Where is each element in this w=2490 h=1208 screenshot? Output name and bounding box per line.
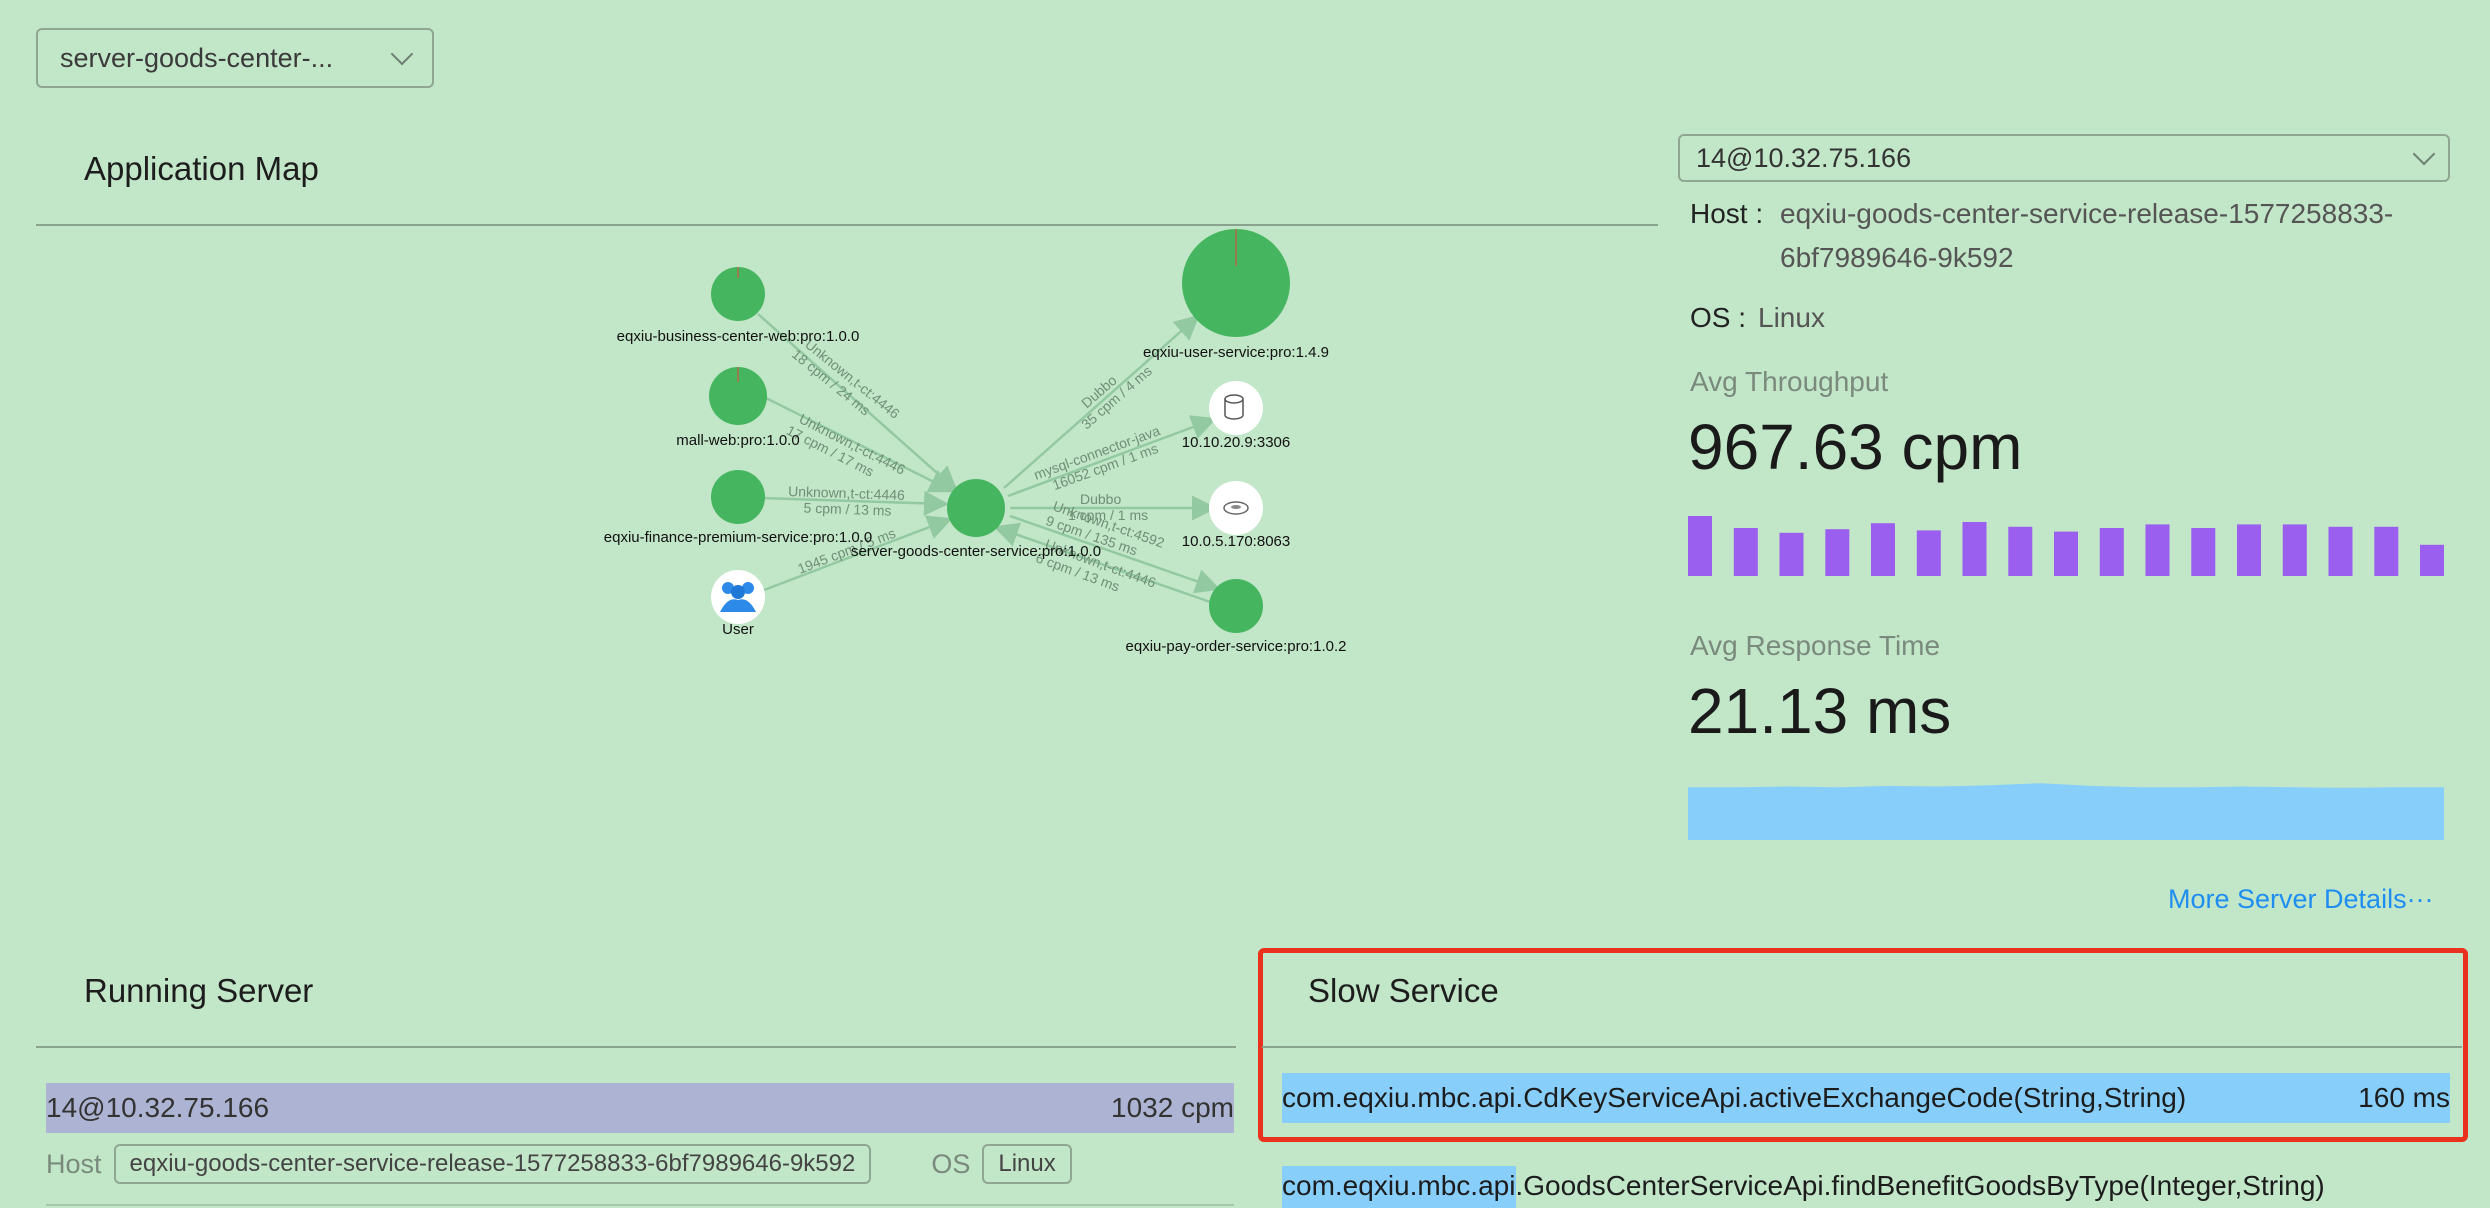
slow-service-highlight <box>1258 948 2468 1142</box>
instance-select[interactable]: 14@10.32.75.166 <box>1678 134 2450 182</box>
node-label: server-goods-center-service:pro:1.0.0 <box>851 543 1101 560</box>
slow-service-name: com.eqxiu.mbc.api.CdKeyServiceApi.active… <box>1282 1082 2187 1113</box>
slow-service-name: com.eqxiu.mbc.api.GoodsCenterServiceApi.… <box>1282 1170 2325 1201</box>
os-value: Linux <box>1758 302 1825 333</box>
running-server-divider <box>36 1046 1236 1048</box>
throughput-bar <box>2237 524 2261 576</box>
host-value-line1: eqxiu-goods-center-service-release-15772… <box>1780 198 2394 229</box>
throughput-bar <box>1871 523 1895 576</box>
throughput-bar <box>2054 531 2078 576</box>
slow-service-divider <box>1262 1046 2462 1048</box>
service-select-value: server-goods-center-... <box>60 42 334 73</box>
users-icon <box>720 582 756 612</box>
host-value: eqxiu-goods-center-service-release-15772… <box>1780 192 2393 280</box>
throughput-bar <box>1733 528 1758 576</box>
edge-label: Unknown,t-ct:4446 <box>788 483 905 503</box>
node-label: eqxiu-finance-premium-service:pro:1.0.0 <box>604 529 872 546</box>
throughput-bar <box>1688 516 1712 576</box>
edge-business-to-center[interactable] <box>757 313 958 492</box>
response-time-sparkline <box>1688 783 2444 840</box>
node-label: eqxiu-business-center-web:pro:1.0.0 <box>617 328 860 345</box>
running-server-name: 14@10.32.75.166 <box>46 1092 270 1123</box>
node-label: eqxiu-pay-order-service:pro:1.0.2 <box>1126 638 1347 655</box>
running-host-label: Host <box>46 1148 102 1179</box>
running-host-tag: eqxiu-goods-center-service-release-15772… <box>113 1144 872 1184</box>
slow-service-title: Slow Service <box>1308 972 1499 1009</box>
running-server-bottom-divider <box>46 1204 1234 1206</box>
response-time-value: 21.13 ms <box>1688 675 1952 747</box>
slow-service-bar <box>1282 1166 1516 1208</box>
database-icon <box>1224 394 1244 420</box>
node-mysql[interactable]: 10.10.20.9:3306 <box>1182 381 1290 451</box>
running-server-details: Host eqxiu-goods-center-service-release-… <box>46 1144 1072 1184</box>
running-server-title: Running Server <box>84 972 314 1009</box>
throughput-sparkline <box>1688 516 2444 576</box>
node-business-center-web[interactable]: eqxiu-business-center-web:pro:1.0.0 <box>617 267 860 345</box>
node-label: eqxiu-user-service:pro:1.4.9 <box>1143 344 1329 361</box>
edge-label: 1 cpm / 1 ms <box>1068 507 1148 523</box>
throughput-bar <box>1962 522 1987 576</box>
throughput-bar <box>2374 526 2399 576</box>
throughput-bar <box>2145 524 2170 576</box>
node-user[interactable]: User <box>711 570 765 638</box>
edge-finance-to-center[interactable] <box>761 490 949 516</box>
running-os-label: OS <box>931 1148 971 1179</box>
host-label: Host : <box>1690 198 1764 229</box>
application-map[interactable]: Unknown,t-ct:4446 18 cpm / 24 ms Unknown… <box>36 226 1656 896</box>
throughput-bar <box>2282 524 2307 576</box>
edge-center-to-user-service[interactable] <box>1003 314 1200 489</box>
throughput-label: Avg Throughput <box>1690 366 1889 397</box>
cache-icon <box>1223 501 1249 515</box>
service-select[interactable]: server-goods-center-... <box>36 28 434 88</box>
edge-label: 5 cpm / 13 ms <box>803 500 891 519</box>
throughput-bar <box>1825 529 1850 576</box>
node-mall-web[interactable]: mall-web:pro:1.0.0 <box>676 367 800 449</box>
edge-center-to-mysql[interactable] <box>1007 415 1217 498</box>
throughput-bar <box>2328 526 2353 576</box>
slow-service-item[interactable]: com.eqxiu.mbc.api.CdKeyServiceApi.active… <box>1282 1073 2450 1123</box>
slow-service-value: 160 ms <box>2358 1082 2450 1113</box>
running-server-row[interactable]: 14@10.32.75.166 1032 cpm <box>46 1083 1234 1133</box>
node-label: 10.0.5.170:8063 <box>1182 533 1290 550</box>
slow-service-bar <box>1282 1073 2450 1123</box>
throughput-bar <box>2191 528 2216 576</box>
throughput-bar <box>1916 530 1941 576</box>
chevron-down-icon <box>390 42 414 66</box>
throughput-bar <box>1779 532 1804 576</box>
app-map-divider <box>36 224 1658 226</box>
throughput-bar <box>2420 544 2444 576</box>
edge-user-to-center[interactable] <box>763 515 953 592</box>
edge-mall-to-center[interactable] <box>757 392 955 493</box>
throughput-bar <box>2008 526 2033 576</box>
app-map-title: Application Map <box>84 150 319 187</box>
node-finance-premium-service[interactable]: eqxiu-finance-premium-service:pro:1.0.0 <box>604 470 872 546</box>
node-pay-order-service[interactable]: eqxiu-pay-order-service:pro:1.0.2 <box>1126 579 1347 655</box>
edge-label: Dubbo <box>1080 491 1121 507</box>
more-server-details-link[interactable]: More Server Details··· <box>2168 884 2434 914</box>
node-user-service[interactable]: eqxiu-user-service:pro:1.4.9 <box>1143 229 1329 361</box>
response-time-area <box>1688 783 2444 840</box>
throughput-bar <box>2099 528 2124 576</box>
node-label: mall-web:pro:1.0.0 <box>676 432 799 449</box>
node-label: 10.10.20.9:3306 <box>1182 434 1290 451</box>
node-goods-center-service[interactable]: server-goods-center-service:pro:1.0.0 <box>851 479 1101 560</box>
node-redis[interactable]: 10.0.5.170:8063 <box>1182 481 1290 550</box>
response-time-label: Avg Response Time <box>1690 630 1941 661</box>
slow-service-item[interactable]: com.eqxiu.mbc.api.GoodsCenterServiceApi.… <box>1282 1166 2450 1208</box>
running-server-value: 1032 cpm <box>1111 1092 1234 1123</box>
edge-center-to-pay-order[interactable] <box>1009 514 1221 594</box>
os-label: OS : <box>1690 302 1747 333</box>
node-label: User <box>722 621 754 638</box>
instance-select-value: 14@10.32.75.166 <box>1696 142 1912 173</box>
throughput-value: 967.63 cpm <box>1688 411 2023 483</box>
chevron-down-icon <box>2412 142 2436 166</box>
running-os-tag: Linux <box>982 1144 1072 1184</box>
edge-pay-order-to-center[interactable] <box>993 522 1217 606</box>
host-value-line2: 6bf7989646-9k592 <box>1780 242 2014 273</box>
